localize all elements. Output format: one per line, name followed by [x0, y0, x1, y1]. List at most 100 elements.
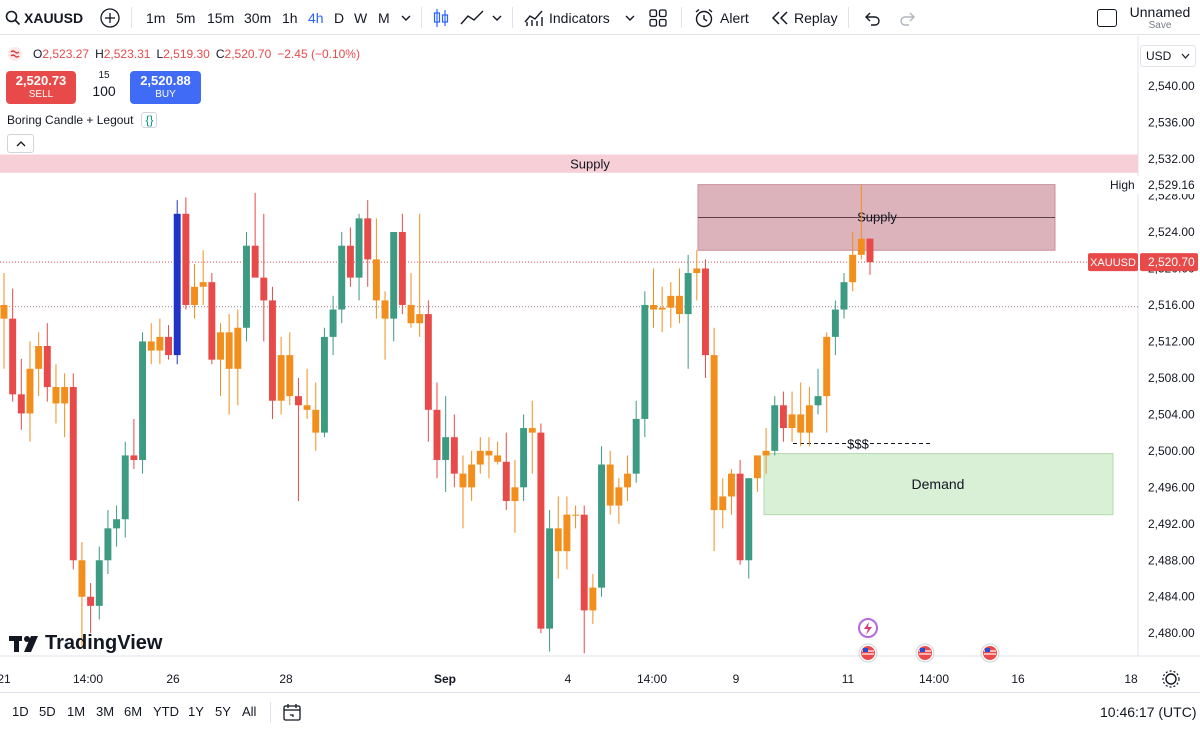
interval-15m[interactable]: 15m	[207, 0, 234, 35]
range-1m[interactable]: 1M	[67, 693, 85, 729]
chart-type-line-button[interactable]	[459, 0, 485, 35]
candle-body	[294, 396, 302, 406]
interval-w[interactable]: W	[354, 0, 367, 35]
high-value: 2,529.16	[1148, 178, 1195, 192]
grid-layout-icon	[649, 8, 667, 27]
range-5y[interactable]: 5Y	[215, 693, 231, 729]
candle-body	[26, 368, 34, 414]
go-to-date-button[interactable]	[282, 693, 302, 729]
price-tick-label: 2,492.00	[1148, 517, 1195, 531]
replay-button[interactable]: Replay	[770, 0, 838, 35]
undo-button[interactable]	[862, 0, 882, 35]
candle-body	[823, 336, 831, 397]
candle-body	[814, 396, 822, 406]
candle-body	[589, 587, 597, 611]
candle-body	[520, 428, 528, 488]
chevron-down-icon	[625, 15, 635, 21]
time-tick-label: 14:00	[637, 672, 667, 686]
buy-button[interactable]: 2,520.88 BUY	[130, 71, 201, 104]
interval-1m[interactable]: 1m	[146, 0, 165, 35]
order-quantity[interactable]: 15 100	[82, 70, 126, 99]
interval-5m[interactable]: 5m	[176, 0, 195, 35]
range-all[interactable]: All	[242, 693, 256, 729]
candle-body	[736, 473, 744, 561]
candle-body	[849, 254, 857, 283]
candle-body	[208, 282, 216, 360]
interval-d[interactable]: D	[334, 0, 344, 35]
price-tick-label: 2,512.00	[1148, 334, 1195, 348]
range-1d[interactable]: 1D	[12, 693, 29, 729]
replay-label: Replay	[794, 9, 838, 26]
candle-body	[650, 304, 657, 310]
currency-label: USD	[1146, 49, 1172, 63]
interval-m[interactable]: M	[378, 0, 390, 35]
economic-event-flag-icon-canton	[985, 648, 990, 652]
line-chart-icon	[460, 10, 484, 24]
collapse-legend-button[interactable]	[7, 134, 34, 153]
range-5d[interactable]: 5D	[39, 693, 56, 729]
sell-button[interactable]: 2,520.73 SELL	[6, 71, 76, 104]
candle-body	[537, 432, 545, 629]
candle-body	[61, 387, 69, 404]
range-ytd[interactable]: YTD	[153, 693, 179, 729]
time-tick-label: 14:00	[919, 672, 949, 686]
range-1y[interactable]: 1Y	[188, 693, 204, 729]
range-6m[interactable]: 6M	[124, 693, 142, 729]
interval-label: 4h	[308, 9, 324, 26]
interval-1h[interactable]: 1h	[282, 0, 298, 35]
candle-body	[788, 414, 796, 429]
candle-body	[329, 309, 337, 337]
price-tick-label: 2,496.00	[1148, 480, 1195, 494]
price-tick-label: 2,488.00	[1148, 553, 1195, 567]
alert-button[interactable]: Alert	[693, 0, 749, 35]
code-brackets-icon[interactable]: {}	[141, 112, 158, 128]
settings-gear-icon-teeth	[1162, 670, 1180, 688]
clock-text: 10:46:17 (UTC)	[1100, 703, 1197, 720]
indicators-icon	[524, 10, 543, 26]
layouts-button[interactable]	[648, 0, 668, 35]
indicator-legend[interactable]: Boring Candle + Legout {}	[7, 112, 158, 128]
low-label: L	[156, 47, 164, 61]
candle-body	[710, 355, 718, 511]
high-label-background	[1106, 175, 1139, 194]
candle-body	[805, 405, 813, 433]
watermark-text: TradingView	[45, 632, 163, 654]
time-tick-label: 26	[166, 672, 180, 686]
calendar-icon	[283, 703, 301, 721]
candle-body	[676, 295, 683, 315]
symbol-search-button[interactable]: XAUUSD	[4, 0, 83, 35]
candle-body	[407, 304, 415, 324]
redo-button[interactable]	[898, 0, 918, 35]
range-label: 5D	[39, 704, 56, 719]
interval-dropdown[interactable]	[400, 0, 412, 35]
interval-label: 30m	[244, 9, 272, 26]
candle-body	[303, 405, 311, 410]
low-value: 2,519.30	[163, 47, 210, 61]
interval-30m[interactable]: 30m	[244, 0, 271, 35]
layout-name-button[interactable]: Unnamed Save	[1128, 5, 1192, 32]
candle-body	[745, 478, 753, 561]
last-price-label: 2,520.70	[1148, 255, 1195, 269]
high-label: H	[95, 47, 104, 61]
candle-body	[563, 514, 571, 552]
candle-body	[684, 273, 692, 315]
candle-body	[390, 232, 398, 319]
indicators-button[interactable]: Indicators	[523, 0, 610, 35]
utc-clock[interactable]: 10:46:17 (UTC)	[1100, 693, 1196, 729]
lightning-event-icon-bolt	[864, 622, 872, 635]
interval-4h-active[interactable]: 4h	[308, 0, 324, 35]
candle-body	[624, 473, 631, 488]
indicators-dropdown[interactable]	[624, 0, 636, 35]
compare-symbol-button[interactable]	[99, 0, 121, 35]
layout-checkbox[interactable]	[1097, 0, 1117, 35]
currency-selector[interactable]: USD	[1140, 45, 1196, 67]
candle-body	[0, 304, 8, 319]
candle-body	[104, 528, 112, 561]
chart-type-candles-button[interactable]	[431, 0, 451, 35]
chart-type-dropdown[interactable]	[491, 0, 503, 35]
candle-body	[840, 282, 848, 310]
range-3m[interactable]: 3M	[96, 693, 114, 729]
candle-body	[866, 238, 874, 263]
price-chart[interactable]: Supply Supply Demand $$$ 2,540.00 2,536.00 2…	[0, 36, 1200, 692]
high-value: 2,523.31	[103, 47, 151, 61]
